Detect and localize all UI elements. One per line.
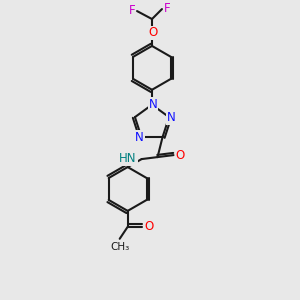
Text: O: O bbox=[176, 148, 185, 162]
Text: N: N bbox=[148, 98, 158, 111]
Text: HN: HN bbox=[119, 152, 136, 165]
Text: N: N bbox=[135, 131, 144, 144]
Text: O: O bbox=[148, 26, 158, 40]
Text: N: N bbox=[167, 111, 176, 124]
Text: CH₃: CH₃ bbox=[110, 242, 129, 252]
Text: F: F bbox=[129, 4, 135, 16]
Text: O: O bbox=[144, 220, 153, 233]
Text: F: F bbox=[164, 2, 170, 15]
